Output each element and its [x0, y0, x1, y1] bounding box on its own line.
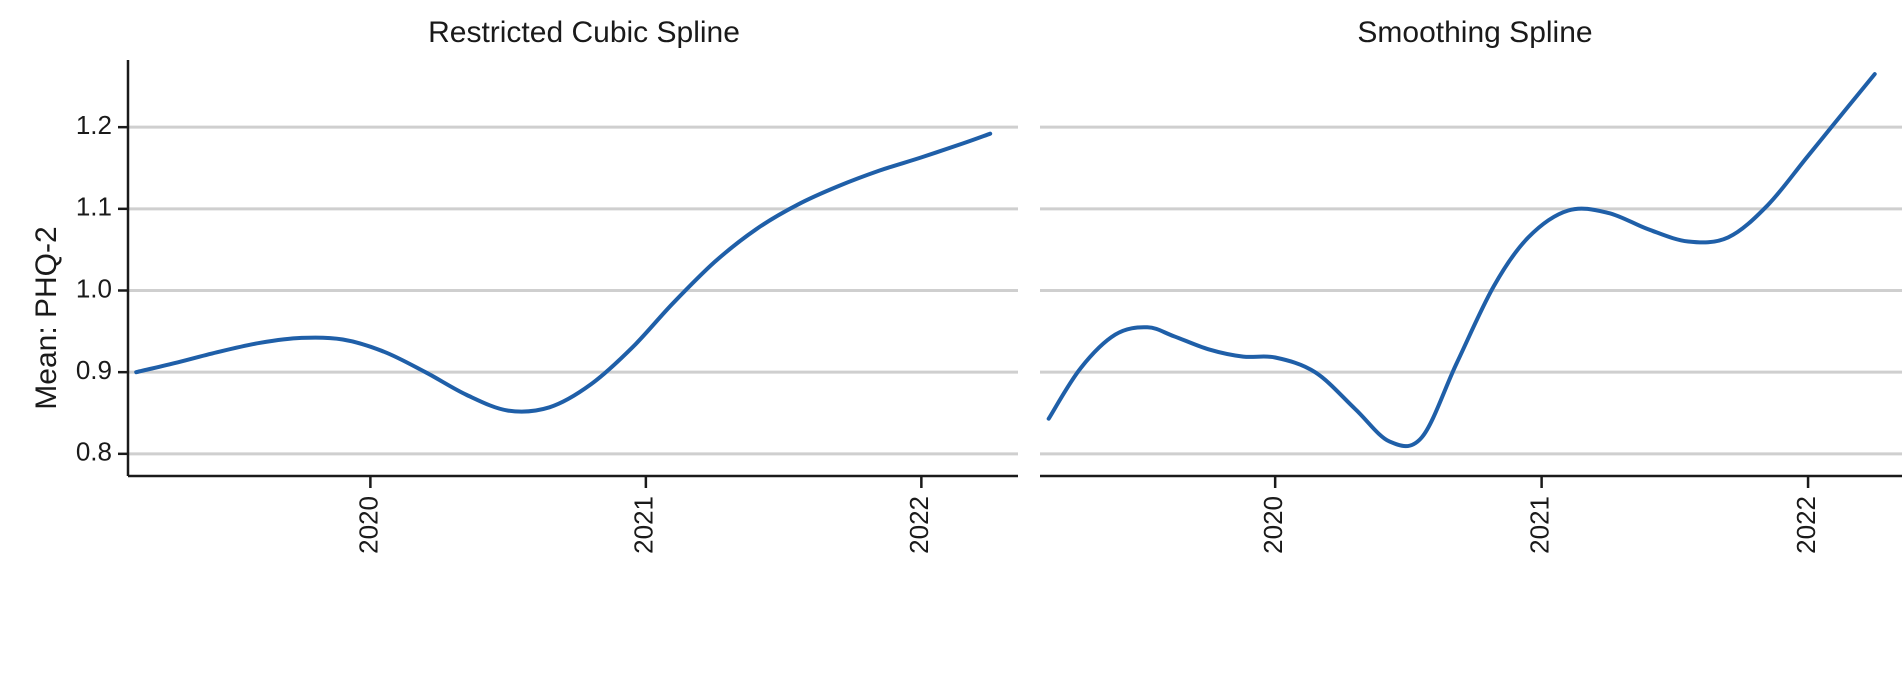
x-tick-label: 2020 — [353, 496, 383, 554]
x-tick-label: 2020 — [1258, 496, 1288, 554]
panel-title-restricted-cubic-spline: Restricted Cubic Spline — [428, 16, 740, 49]
y-tick-label: 0.9 — [76, 355, 112, 385]
gridlines — [1040, 125, 1902, 456]
y-ticks: 0.8 0.9 1.0 1.1 1.2 — [76, 110, 128, 467]
y-tick-label: 0.8 — [76, 437, 112, 467]
panel-title-smoothing-spline: Smoothing Spline — [1357, 16, 1592, 49]
series — [1046, 72, 1877, 449]
axes — [126, 60, 1018, 478]
series — [134, 131, 993, 414]
series-line — [134, 131, 993, 414]
gridlines — [128, 125, 1018, 456]
x-tick-label: 2021 — [1524, 496, 1554, 554]
panel-smoothing-spline: Smoothing Spline 2020 2021 2022 — [1040, 16, 1902, 554]
x-tick-label: 2022 — [904, 496, 934, 554]
x-ticks: 2020 2021 2022 — [353, 476, 934, 554]
y-tick-label: 1.2 — [76, 110, 112, 140]
y-tick-label: 1.1 — [76, 192, 112, 222]
x-tick-label: 2022 — [1791, 496, 1821, 554]
y-axis-title: Mean: PHQ-2 — [30, 226, 63, 409]
y-tick-label: 1.0 — [76, 273, 112, 303]
x-tick-label: 2021 — [629, 496, 659, 554]
series-line — [1046, 72, 1877, 449]
x-ticks: 2020 2021 2022 — [1258, 476, 1821, 554]
panel-restricted-cubic-spline: Restricted Cubic Spline 0.80.91.01.11.2 … — [76, 16, 1018, 554]
